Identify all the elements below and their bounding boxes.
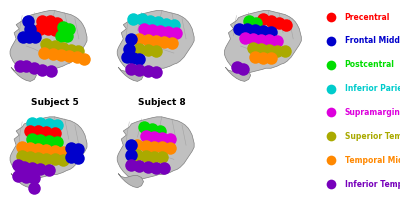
PathPatch shape xyxy=(10,10,87,73)
Text: Supramarginal: Supramarginal xyxy=(345,108,400,117)
PathPatch shape xyxy=(10,117,87,180)
Text: Inferior Temporal: Inferior Temporal xyxy=(345,180,400,189)
PathPatch shape xyxy=(118,173,144,188)
Title: Subject 8: Subject 8 xyxy=(138,98,186,107)
PathPatch shape xyxy=(117,117,194,180)
PathPatch shape xyxy=(225,67,251,82)
Text: Postcentral: Postcentral xyxy=(345,60,394,69)
Text: Inferior Parietal: Inferior Parietal xyxy=(345,84,400,93)
PathPatch shape xyxy=(11,173,36,188)
Text: Superior Temporal: Superior Temporal xyxy=(345,132,400,141)
PathPatch shape xyxy=(11,67,36,82)
PathPatch shape xyxy=(118,67,144,82)
Text: Temporal Middle: Temporal Middle xyxy=(345,156,400,165)
Text: Precentral: Precentral xyxy=(345,13,390,22)
PathPatch shape xyxy=(117,10,194,73)
Text: Frontal Middle: Frontal Middle xyxy=(345,36,400,45)
PathPatch shape xyxy=(224,10,301,73)
Title: Subject 5: Subject 5 xyxy=(31,98,78,107)
